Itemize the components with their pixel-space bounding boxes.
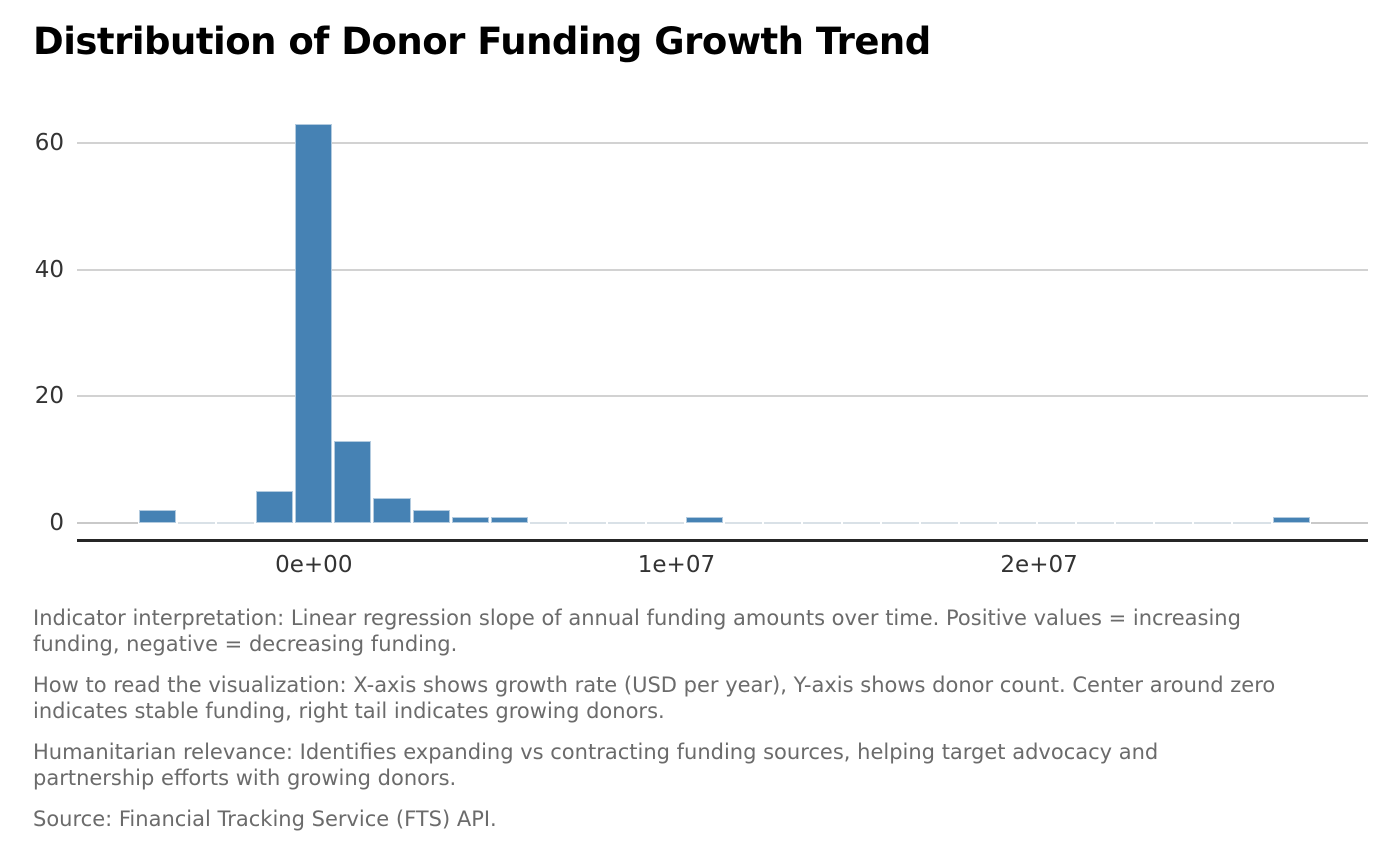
empty-bin-baseline <box>1155 522 1193 524</box>
histogram-bar <box>373 497 411 523</box>
y-tick-label: 20 <box>34 383 64 410</box>
humanitarian-relevance-text: Humanitarian relevance: Identifies expan… <box>33 740 1159 790</box>
empty-bin-baseline <box>998 522 1036 524</box>
histogram-chart: 0 20 40 60 0e+00 1e+07 2e+07 <box>34 105 1368 578</box>
how-to-read-text: How to read the visualization: X-axis sh… <box>33 673 1276 723</box>
indicator-interpretation-text: Indicator interpretation: Linear regress… <box>33 606 1241 656</box>
empty-bin-baseline <box>842 522 880 524</box>
histogram-panel <box>77 105 1368 524</box>
y-gridline <box>77 268 1368 271</box>
histogram-bar <box>451 516 489 523</box>
empty-bin-baseline <box>725 522 763 524</box>
empty-bin-baseline <box>764 522 802 524</box>
empty-bin-baseline <box>217 522 255 524</box>
y-gridline <box>77 142 1368 144</box>
zero-gridline-segment <box>1310 522 1368 524</box>
empty-bin-baseline <box>1116 522 1154 524</box>
histogram-bar <box>256 491 294 523</box>
y-gridline <box>77 395 1368 398</box>
empty-bin-baseline <box>959 522 997 524</box>
y-tick-label: 0 <box>49 510 64 536</box>
empty-bin-baseline <box>1038 522 1076 524</box>
y-tick-label: 40 <box>34 256 64 283</box>
empty-bin-baseline <box>1077 522 1115 524</box>
histogram-bar <box>686 516 724 523</box>
empty-bin-baseline <box>881 522 919 524</box>
page-title: Distribution of Donor Funding Growth Tre… <box>33 20 931 63</box>
x-tick-label: 2e+07 <box>1000 552 1078 578</box>
histogram-bar <box>1272 516 1310 523</box>
x-axis-line <box>77 539 1368 542</box>
empty-bin-baseline <box>803 522 841 524</box>
x-tick-label: 0e+00 <box>275 552 353 578</box>
empty-bin-baseline <box>529 522 567 524</box>
zero-gridline-segment <box>77 522 138 524</box>
empty-bin-baseline <box>920 522 958 524</box>
empty-bin-baseline <box>1233 522 1271 524</box>
empty-bin-baseline <box>647 522 685 524</box>
x-tick-label: 1e+07 <box>637 552 716 578</box>
histogram-bar <box>334 440 372 523</box>
caption-block: Indicator interpretation: Linear regress… <box>33 605 1373 847</box>
empty-bin-baseline <box>568 522 606 524</box>
empty-bin-baseline <box>1194 522 1232 524</box>
histogram-bar <box>295 124 333 523</box>
y-tick-label: 60 <box>34 130 64 156</box>
histogram-bar <box>490 516 528 523</box>
histogram-bar <box>138 510 176 523</box>
empty-bin-baseline <box>177 522 216 524</box>
empty-bin-baseline <box>607 522 646 524</box>
source-text: Source: Financial Tracking Service (FTS)… <box>33 807 497 831</box>
histogram-bar <box>412 510 450 523</box>
